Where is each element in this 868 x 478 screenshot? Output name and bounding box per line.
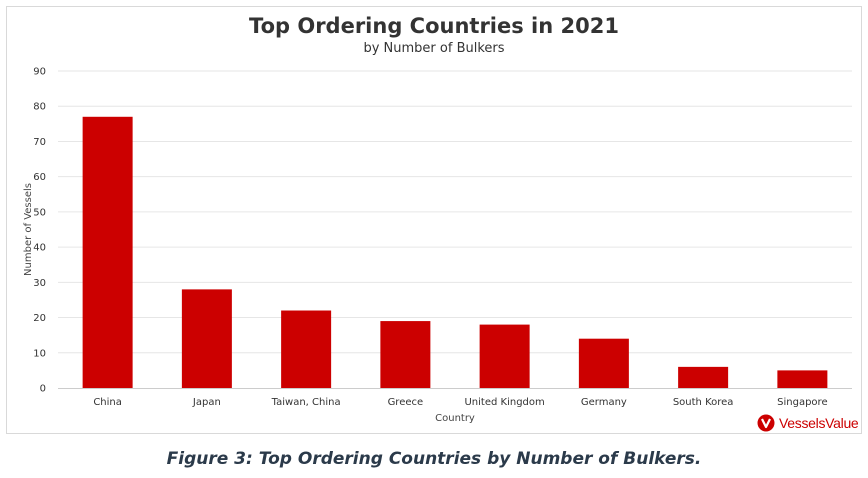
bar-china <box>82 116 133 389</box>
y-axis-ticks: 0 10 20 30 40 50 60 70 80 90 <box>33 67 46 395</box>
y-tick-label: 80 <box>33 102 46 113</box>
chart-subtitle: by Number of Bulkers <box>363 41 505 56</box>
y-tick-label: 70 <box>33 137 46 148</box>
gridlines <box>58 70 852 354</box>
x-tick-label: United Kingdom <box>464 397 544 408</box>
y-axis-label: Number of Vessels <box>23 183 34 276</box>
chart-frame <box>6 6 862 434</box>
chart-title: Top Ordering Countries in 2021 <box>249 14 619 38</box>
brand-watermark: VesselsValue <box>757 414 859 432</box>
vesselsvalue-logo-icon <box>757 414 775 432</box>
bar-chart: 0 10 20 30 40 50 60 70 80 90 China Japan Taiwan, Ch… <box>23 67 852 424</box>
x-tick-label: Taiwan, China <box>271 397 341 408</box>
y-tick-label: 0 <box>40 384 46 395</box>
x-tick-label: Germany <box>581 397 627 408</box>
x-axis-label: Country <box>435 413 475 424</box>
brand-name: VesselsValue <box>779 415 859 431</box>
x-tick-label: China <box>93 397 122 408</box>
x-tick-label: Japan <box>192 397 221 408</box>
bar-south-korea <box>678 366 729 388</box>
y-tick-label: 30 <box>33 278 46 289</box>
x-axis-ticks: China Japan Taiwan, China Greece United King… <box>93 397 827 408</box>
bar-greece <box>380 321 431 388</box>
y-tick-label: 90 <box>33 67 46 78</box>
x-tick-label: Greece <box>388 397 424 408</box>
x-tick-label: Singapore <box>777 397 827 408</box>
bar-japan <box>181 289 232 388</box>
bar-taiwan-china <box>281 310 332 388</box>
y-tick-label: 10 <box>33 348 46 359</box>
bars <box>82 116 828 389</box>
y-tick-label: 60 <box>33 172 46 183</box>
y-tick-label: 40 <box>33 243 46 254</box>
bar-singapore <box>777 370 828 388</box>
figure-caption: Figure 3: Top Ordering Countries by Numb… <box>166 449 702 469</box>
y-tick-label: 20 <box>33 313 46 324</box>
bar-germany <box>578 338 629 388</box>
bar-united-kingdom <box>479 324 530 388</box>
y-tick-label: 50 <box>33 207 46 218</box>
x-tick-label: South Korea <box>673 397 734 408</box>
